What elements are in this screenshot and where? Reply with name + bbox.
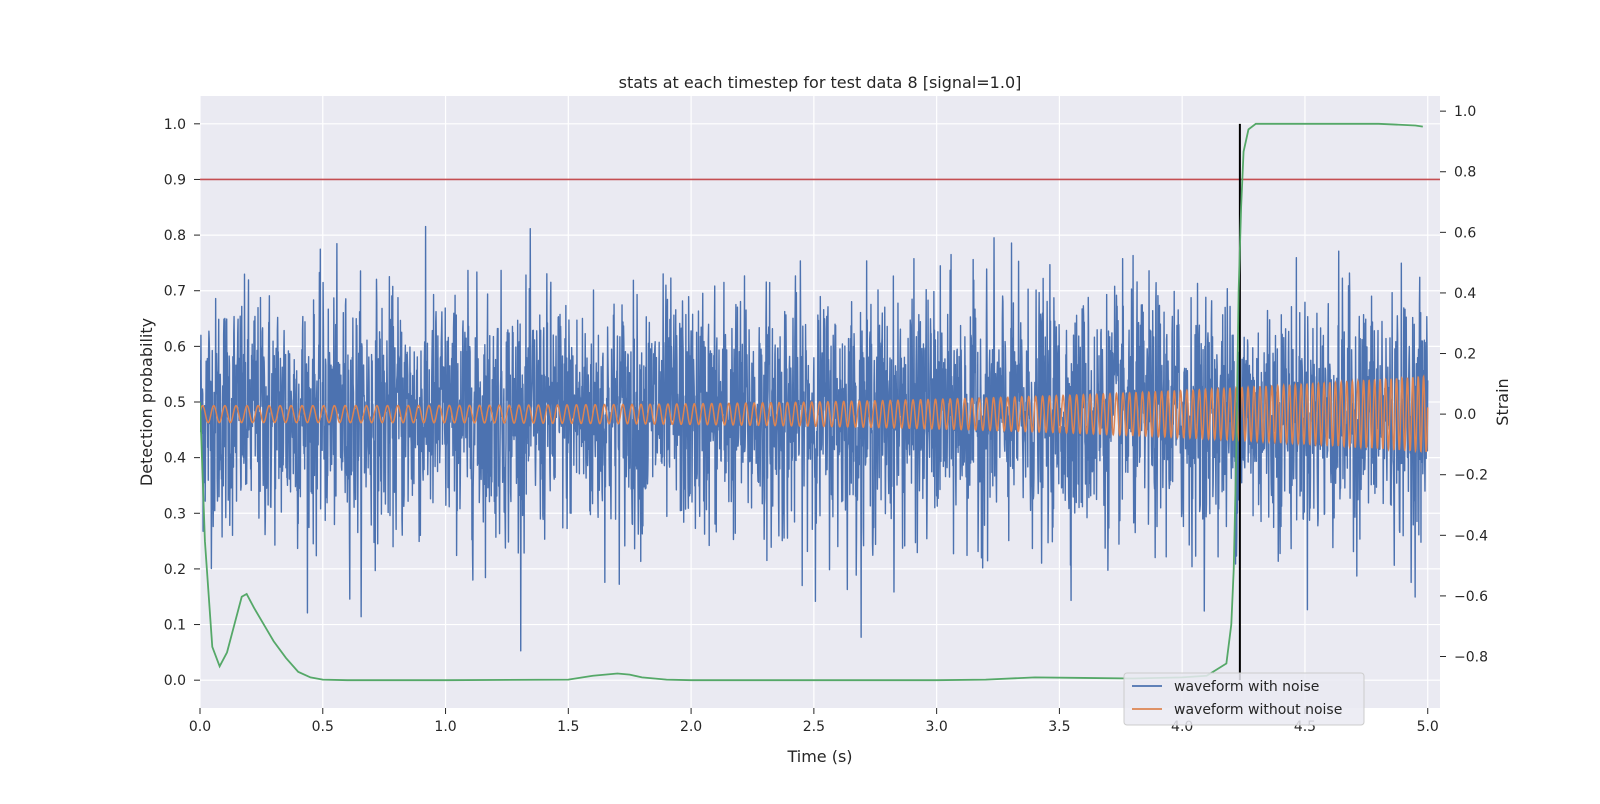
right-y-tick-label: 0.4: [1454, 286, 1476, 302]
x-tick-label: 1.5: [557, 719, 579, 735]
x-tick-label: 0.0: [189, 719, 211, 735]
series-line-detection-probability: [200, 122, 1423, 682]
x-tick-label: 3.5: [1048, 719, 1070, 735]
right-y-tick-label: 0.8: [1454, 165, 1476, 181]
legend-box: [1123, 672, 1365, 726]
x-tick-label: 2.5: [803, 719, 825, 735]
legend-label-noisy: waveform with noise: [1174, 679, 1319, 695]
left-y-tick-label: 0.7: [164, 284, 186, 300]
x-axis-ticks: 0.0 0.5 1.0 1.5 2.0 2.5 3.0 3.5 4.0 4.5 5.0: [189, 708, 1439, 735]
left-y-tick-label: 0.2: [164, 562, 186, 578]
right-y-tick-label: 1.0: [1454, 104, 1476, 120]
left-y-tick-label: 0.0: [164, 673, 186, 689]
left-y-tick-label: 0.8: [164, 228, 186, 244]
right-y-axis-ticks: −0.8 −0.6 −0.4 −0.2 0.0 0.2 0.4 0.6 0.8 1.0: [1440, 104, 1488, 665]
x-tick-label: 0.5: [312, 719, 334, 735]
x-tick-label: 2.0: [680, 719, 702, 735]
right-y-tick-label: −0.2: [1454, 468, 1488, 484]
chart-title: stats at each timestep for test data 8 […: [619, 73, 1022, 92]
right-y-tick-label: −0.4: [1454, 528, 1488, 544]
left-y-tick-label: 0.3: [164, 506, 186, 522]
legend: waveform with noise waveform without noi…: [1123, 672, 1365, 726]
right-y-tick-label: 0.0: [1454, 407, 1476, 423]
left-y-tick-label: 0.5: [164, 395, 186, 411]
left-y-tick-label: 0.6: [164, 339, 186, 355]
right-y-tick-label: 0.2: [1454, 347, 1476, 363]
left-y-tick-label: 0.9: [164, 172, 186, 188]
right-y-axis-label: Strain: [1493, 378, 1512, 425]
left-y-tick-label: 1.0: [164, 117, 186, 133]
left-y-tick-label: 0.4: [164, 451, 186, 467]
right-y-tick-label: −0.8: [1454, 649, 1488, 665]
right-y-tick-label: 0.6: [1454, 225, 1476, 241]
left-y-axis-ticks: 0.0 0.1 0.2 0.3 0.4 0.5 0.6 0.7 0.8 0.9 1.0: [164, 117, 200, 689]
right-y-tick-label: −0.6: [1454, 589, 1488, 605]
left-y-axis-label: Detection probability: [137, 318, 156, 486]
left-y-tick-label: 0.1: [164, 618, 186, 634]
x-tick-label: 1.0: [434, 719, 456, 735]
x-tick-label: 3.0: [926, 719, 948, 735]
x-axis-label: Time (s): [786, 747, 852, 766]
legend-label-clean: waveform without noise: [1174, 702, 1342, 718]
series-line-waveform-without-noise: [200, 374, 1429, 454]
x-tick-label: 5.0: [1417, 719, 1439, 735]
